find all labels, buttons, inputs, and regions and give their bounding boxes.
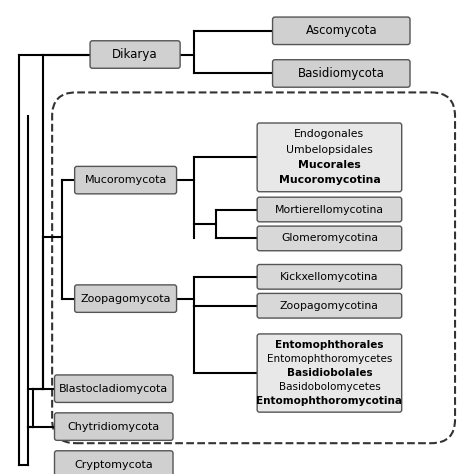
FancyBboxPatch shape bbox=[55, 375, 173, 402]
Text: Dikarya: Dikarya bbox=[112, 48, 158, 61]
Text: Entomophthoromycotina: Entomophthoromycotina bbox=[256, 396, 402, 406]
Text: Mucorales: Mucorales bbox=[298, 160, 361, 170]
FancyBboxPatch shape bbox=[55, 451, 173, 474]
FancyBboxPatch shape bbox=[257, 264, 401, 289]
Text: Entomophthorales: Entomophthorales bbox=[275, 340, 383, 350]
Text: Glomeromycotina: Glomeromycotina bbox=[281, 233, 378, 244]
FancyBboxPatch shape bbox=[273, 17, 410, 45]
Text: Entomophthoromycetes: Entomophthoromycetes bbox=[267, 354, 392, 364]
FancyBboxPatch shape bbox=[55, 413, 173, 440]
Text: Mortierellomycotina: Mortierellomycotina bbox=[275, 204, 384, 215]
FancyBboxPatch shape bbox=[75, 166, 176, 194]
Text: Umbelopsidales: Umbelopsidales bbox=[286, 145, 373, 155]
FancyBboxPatch shape bbox=[257, 226, 401, 251]
Text: Mucoromycota: Mucoromycota bbox=[84, 175, 167, 185]
FancyBboxPatch shape bbox=[257, 334, 401, 412]
FancyBboxPatch shape bbox=[257, 293, 401, 318]
FancyBboxPatch shape bbox=[75, 285, 176, 312]
Text: Basidiomycota: Basidiomycota bbox=[298, 67, 385, 80]
Text: Zoopagomycotina: Zoopagomycotina bbox=[280, 301, 379, 311]
Text: Chytridiomycota: Chytridiomycota bbox=[68, 421, 160, 432]
Text: Basidiobolales: Basidiobolales bbox=[287, 368, 372, 378]
Text: Cryptomycota: Cryptomycota bbox=[74, 459, 153, 470]
FancyBboxPatch shape bbox=[257, 123, 401, 192]
FancyBboxPatch shape bbox=[257, 197, 401, 222]
Text: Mucoromycotina: Mucoromycotina bbox=[279, 175, 380, 185]
Text: Basidobolomycetes: Basidobolomycetes bbox=[279, 382, 380, 392]
FancyBboxPatch shape bbox=[90, 41, 180, 68]
FancyBboxPatch shape bbox=[273, 60, 410, 87]
Text: Endogonales: Endogonales bbox=[294, 129, 365, 139]
Text: Ascomycota: Ascomycota bbox=[305, 24, 377, 37]
Text: Blastocladiomycota: Blastocladiomycota bbox=[59, 383, 168, 394]
Text: Kickxellomycotina: Kickxellomycotina bbox=[280, 272, 379, 282]
Text: Zoopagomycota: Zoopagomycota bbox=[81, 293, 171, 304]
